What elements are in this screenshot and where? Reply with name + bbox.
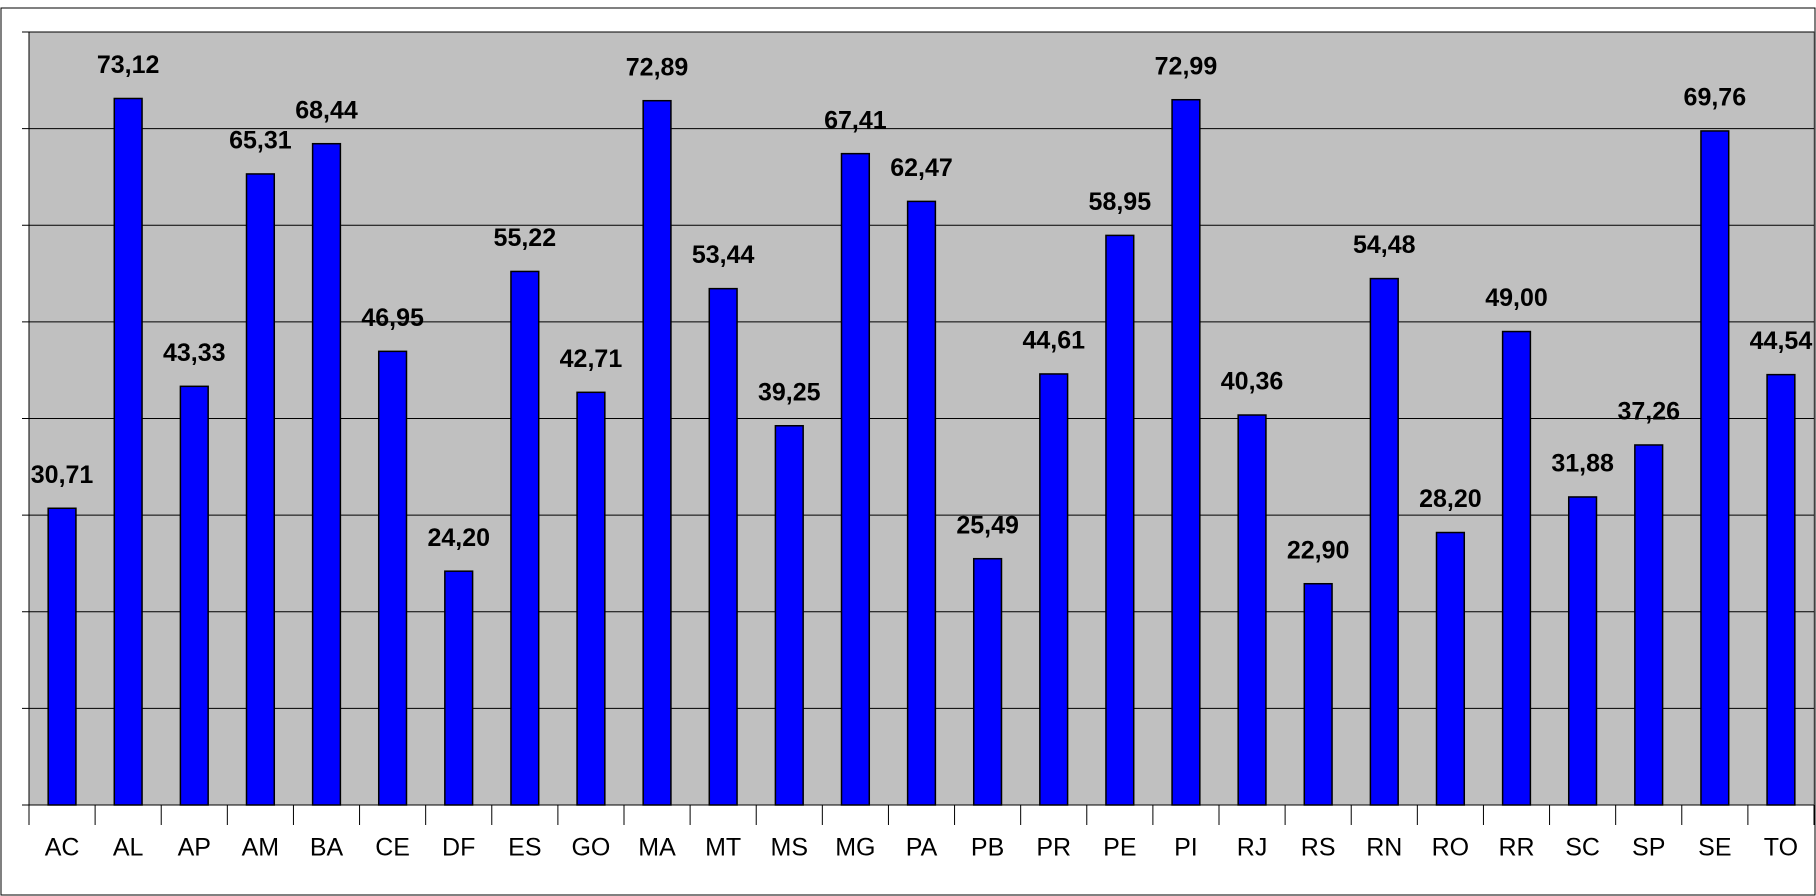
value-label: 54,48 <box>1353 231 1416 259</box>
x-tick-label: AL <box>113 834 144 862</box>
value-label: 30,71 <box>31 461 94 489</box>
value-label: 55,22 <box>494 224 557 252</box>
x-tick-label: RS <box>1301 834 1336 862</box>
bar <box>1501 330 1532 806</box>
x-tick-label: RR <box>1498 834 1534 862</box>
x-tick-label: PE <box>1103 834 1136 862</box>
bar <box>642 99 672 806</box>
x-tick-label: CE <box>375 834 410 862</box>
x-tick-label: RN <box>1366 834 1402 862</box>
bar <box>708 287 738 806</box>
x-tick-label: PB <box>971 834 1004 862</box>
bar <box>1105 234 1135 806</box>
bar <box>774 424 804 806</box>
x-tick-label: AP <box>178 834 211 862</box>
x-tick-label: AM <box>242 834 280 862</box>
value-label: 49,00 <box>1485 284 1548 312</box>
x-tick-label: DF <box>442 834 475 862</box>
bar <box>377 350 408 806</box>
x-tick-label: BA <box>310 834 344 862</box>
x-tick-label: SP <box>1632 834 1665 862</box>
x-tick-label: TO <box>1764 834 1798 862</box>
bar <box>906 200 937 806</box>
value-label: 72,99 <box>1155 52 1218 80</box>
x-tick-label: PA <box>906 834 938 862</box>
bar <box>245 173 276 806</box>
x-tick-label: RO <box>1432 834 1470 862</box>
x-tick-label: AC <box>45 834 80 862</box>
x-tick-label: ES <box>508 834 541 862</box>
bar <box>311 142 342 806</box>
bar <box>47 507 77 806</box>
bar <box>972 557 1003 806</box>
value-label: 28,20 <box>1419 485 1482 513</box>
bar <box>1634 444 1664 806</box>
bar <box>510 270 540 806</box>
bar <box>1237 414 1267 806</box>
x-tick-label: MS <box>771 834 809 862</box>
x-tick-label: SE <box>1698 834 1731 862</box>
bar <box>1435 531 1466 806</box>
bar <box>1171 98 1201 806</box>
value-label: 37,26 <box>1617 398 1680 426</box>
value-label: 43,33 <box>163 339 226 367</box>
x-tick-label: PR <box>1036 834 1071 862</box>
bar <box>840 152 871 806</box>
bar <box>576 391 606 806</box>
frame <box>0 7 1816 896</box>
value-label: 44,54 <box>1750 327 1813 355</box>
value-label: 58,95 <box>1089 188 1152 216</box>
bar <box>1567 496 1598 806</box>
x-tick-label: SC <box>1565 834 1600 862</box>
value-label: 69,76 <box>1684 84 1747 112</box>
bar <box>1766 373 1796 806</box>
value-label: 40,36 <box>1221 368 1284 396</box>
x-tick-label: GO <box>571 834 610 862</box>
bar <box>444 570 474 806</box>
x-tick-label: MA <box>638 834 676 862</box>
value-label: 24,20 <box>427 524 490 552</box>
value-label: 42,71 <box>560 345 623 373</box>
value-label: 65,31 <box>229 127 292 155</box>
x-tick-label: MG <box>835 834 875 862</box>
value-label: 53,44 <box>692 241 755 269</box>
value-label: 22,90 <box>1287 536 1350 564</box>
bar <box>113 97 143 806</box>
value-label: 68,44 <box>295 96 358 124</box>
value-label: 39,25 <box>758 378 821 406</box>
value-label: 72,89 <box>626 53 689 81</box>
x-tick-label: PI <box>1174 834 1198 862</box>
value-label: 67,41 <box>824 106 887 134</box>
bar <box>1039 373 1069 806</box>
value-label: 46,95 <box>361 304 424 332</box>
bar <box>1700 130 1730 806</box>
value-label: 25,49 <box>956 511 1019 539</box>
value-label: 73,12 <box>97 51 160 79</box>
value-label: 44,61 <box>1022 327 1085 355</box>
value-label: 62,47 <box>890 154 953 182</box>
x-tick-label: RJ <box>1237 834 1268 862</box>
x-tick-label: MT <box>705 834 741 862</box>
value-label: 31,88 <box>1551 450 1614 478</box>
bar <box>1369 277 1399 806</box>
bar <box>179 385 209 806</box>
bar <box>1303 582 1333 806</box>
